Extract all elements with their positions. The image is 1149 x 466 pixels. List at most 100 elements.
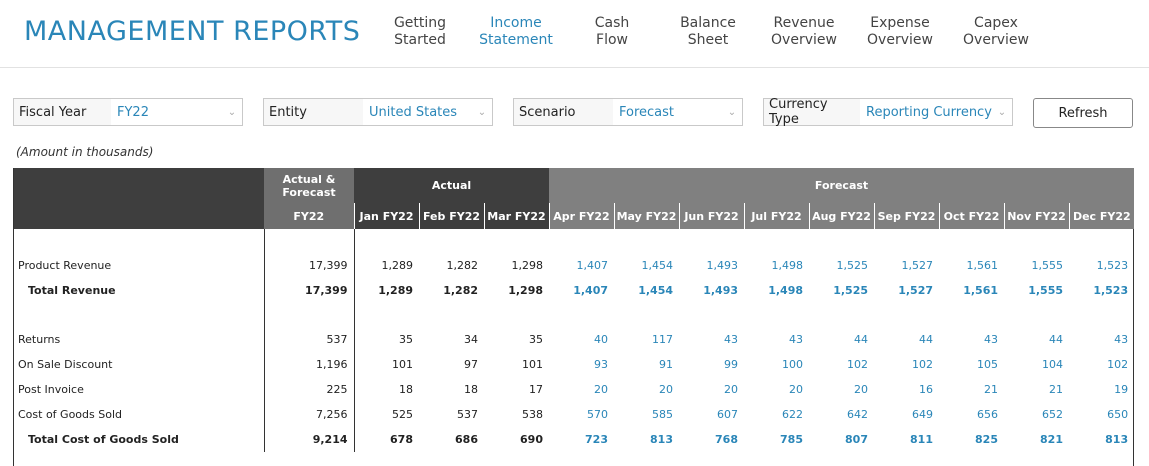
nav-label-line2: Statement <box>479 32 553 48</box>
forecast-cell: 607 <box>717 408 738 421</box>
month-column-header: Dec FY22 <box>1068 203 1135 229</box>
entity-select[interactable]: Entity United States ⌄ <box>263 98 493 126</box>
nav-label-line1: Balance <box>680 15 736 31</box>
actual-cell: 34 <box>464 333 478 346</box>
forecast-cell: 1,555 <box>1028 284 1063 297</box>
forecast-cell: 1,407 <box>576 259 609 272</box>
fy-total-cell: 1,196 <box>263 352 355 377</box>
nav-label-line1: Getting <box>393 15 447 31</box>
fy-total-cell: 17,399 <box>263 253 355 278</box>
forecast-cell: 20 <box>659 383 673 396</box>
nav-income-statement[interactable]: Income Statement <box>468 15 564 49</box>
actual-cell: 1,289 <box>378 284 413 297</box>
scenario-select[interactable]: Scenario Forecast ⌄ <box>513 98 743 126</box>
forecast-cell: 652 <box>1042 408 1063 421</box>
forecast-cell: 1,525 <box>833 284 868 297</box>
actual-cell: 35 <box>529 333 543 346</box>
actual-cell: 1,289 <box>381 259 414 272</box>
actual-cell: 1,298 <box>508 284 543 297</box>
actual-cell: 35 <box>399 333 413 346</box>
entity-label: Entity <box>264 99 363 125</box>
forecast-cell: 1,561 <box>963 284 998 297</box>
spacer-cell <box>354 303 419 327</box>
actual-cell: 1,282 <box>443 284 478 297</box>
forecast-cell: 1,561 <box>966 259 999 272</box>
nav-label-line1: Revenue <box>773 15 835 31</box>
forecast-group-header: Forecast <box>549 168 1135 203</box>
forecast-cell: 44 <box>919 333 933 346</box>
nav-balance-sheet[interactable]: Balance Sheet <box>660 15 756 49</box>
forecast-cell: 1,493 <box>706 259 739 272</box>
forecast-cell: 785 <box>780 433 803 446</box>
spacer-cell <box>614 229 679 253</box>
refresh-button[interactable]: Refresh <box>1033 98 1133 128</box>
table-row: Returns 537 35 34 35 40 117 43 43 44 44 43 44 43 <box>14 327 1134 352</box>
total-row: Total Cost of Goods Sold 9,214 678 686 690 72… <box>14 427 1134 452</box>
nav-cash-flow[interactable]: Cash Flow <box>564 15 660 49</box>
forecast-cell: 622 <box>782 408 803 421</box>
actual-cell: 678 <box>390 433 413 446</box>
fy-group-label: Actual & Forecast <box>282 172 336 199</box>
forecast-cell: 1,523 <box>1096 259 1129 272</box>
fy-total-cell: 537 <box>263 327 355 352</box>
forecast-cell: 768 <box>715 433 738 446</box>
forecast-cell: 43 <box>984 333 998 346</box>
nav-label-line1: Cash <box>594 15 630 31</box>
forecast-cell: 100 <box>782 358 803 371</box>
spacer-cell <box>14 303 264 327</box>
forecast-cell: 813 <box>650 433 673 446</box>
spacer-cell <box>809 229 874 253</box>
actual-cell: 18 <box>399 383 413 396</box>
month-column-header: Mar FY22 <box>483 203 549 229</box>
scenario-label: Scenario <box>514 99 613 125</box>
scenario-value: Forecast <box>619 104 675 120</box>
spacer-cell <box>809 303 874 327</box>
actual-cell: 101 <box>392 358 413 371</box>
nav-revenue-overview[interactable]: Revenue Overview <box>756 15 852 49</box>
forecast-cell: 1,525 <box>836 259 869 272</box>
nav-expense-overview[interactable]: Expense Overview <box>852 15 948 49</box>
spacer-cell <box>679 303 744 327</box>
nav-getting-started[interactable]: Getting Started <box>372 15 468 49</box>
forecast-cell: 649 <box>912 408 933 421</box>
currency-type-value: Reporting Currency <box>866 104 992 120</box>
forecast-cell: 807 <box>845 433 868 446</box>
forecast-cell: 1,407 <box>573 284 608 297</box>
actual-cell: 17 <box>529 383 543 396</box>
forecast-cell: 1,523 <box>1093 284 1129 297</box>
spacer-cell <box>549 229 614 253</box>
forecast-cell: 650 <box>1107 408 1129 421</box>
fy-total-cell: 225 <box>263 377 355 402</box>
row-label: Returns <box>18 333 61 346</box>
spacer-cell <box>614 303 679 327</box>
month-column-header: Sep FY22 <box>873 203 939 229</box>
nav-label-line2: Overview <box>771 32 837 48</box>
spacer-row <box>14 303 1134 327</box>
nav-capex-overview[interactable]: Capex Overview <box>948 15 1044 49</box>
currency-type-select[interactable]: Currency Type Reporting Currency ⌄ <box>763 97 1013 127</box>
app-title: MANAGEMENT REPORTS <box>24 16 361 47</box>
spacer-cell <box>1004 303 1069 327</box>
fiscal-year-value: FY22 <box>117 104 149 120</box>
spacer-cell <box>354 229 419 253</box>
nav-label-line2: Flow <box>596 32 628 48</box>
forecast-cell: 44 <box>1049 333 1063 346</box>
month-column-header: Aug FY22 <box>808 203 874 229</box>
spacer-cell <box>1069 303 1134 327</box>
fy-total-cell: 9,214 <box>263 427 355 452</box>
actual-cell: 97 <box>464 358 478 371</box>
fiscal-year-select[interactable]: Fiscal Year FY22 ⌄ <box>13 98 243 126</box>
forecast-cell: 20 <box>789 383 803 396</box>
forecast-cell: 570 <box>587 408 608 421</box>
spacer-cell <box>744 303 809 327</box>
spacer-cell <box>1069 229 1134 253</box>
forecast-cell: 1,527 <box>901 259 934 272</box>
actual-cell: 18 <box>464 383 478 396</box>
actual-cell: 1,282 <box>446 259 479 272</box>
forecast-cell: 825 <box>975 433 998 446</box>
forecast-cell: 93 <box>594 358 608 371</box>
forecast-cell: 43 <box>789 333 803 346</box>
actual-cell: 1,298 <box>511 259 544 272</box>
forecast-cell: 656 <box>977 408 998 421</box>
forecast-cell: 642 <box>847 408 868 421</box>
